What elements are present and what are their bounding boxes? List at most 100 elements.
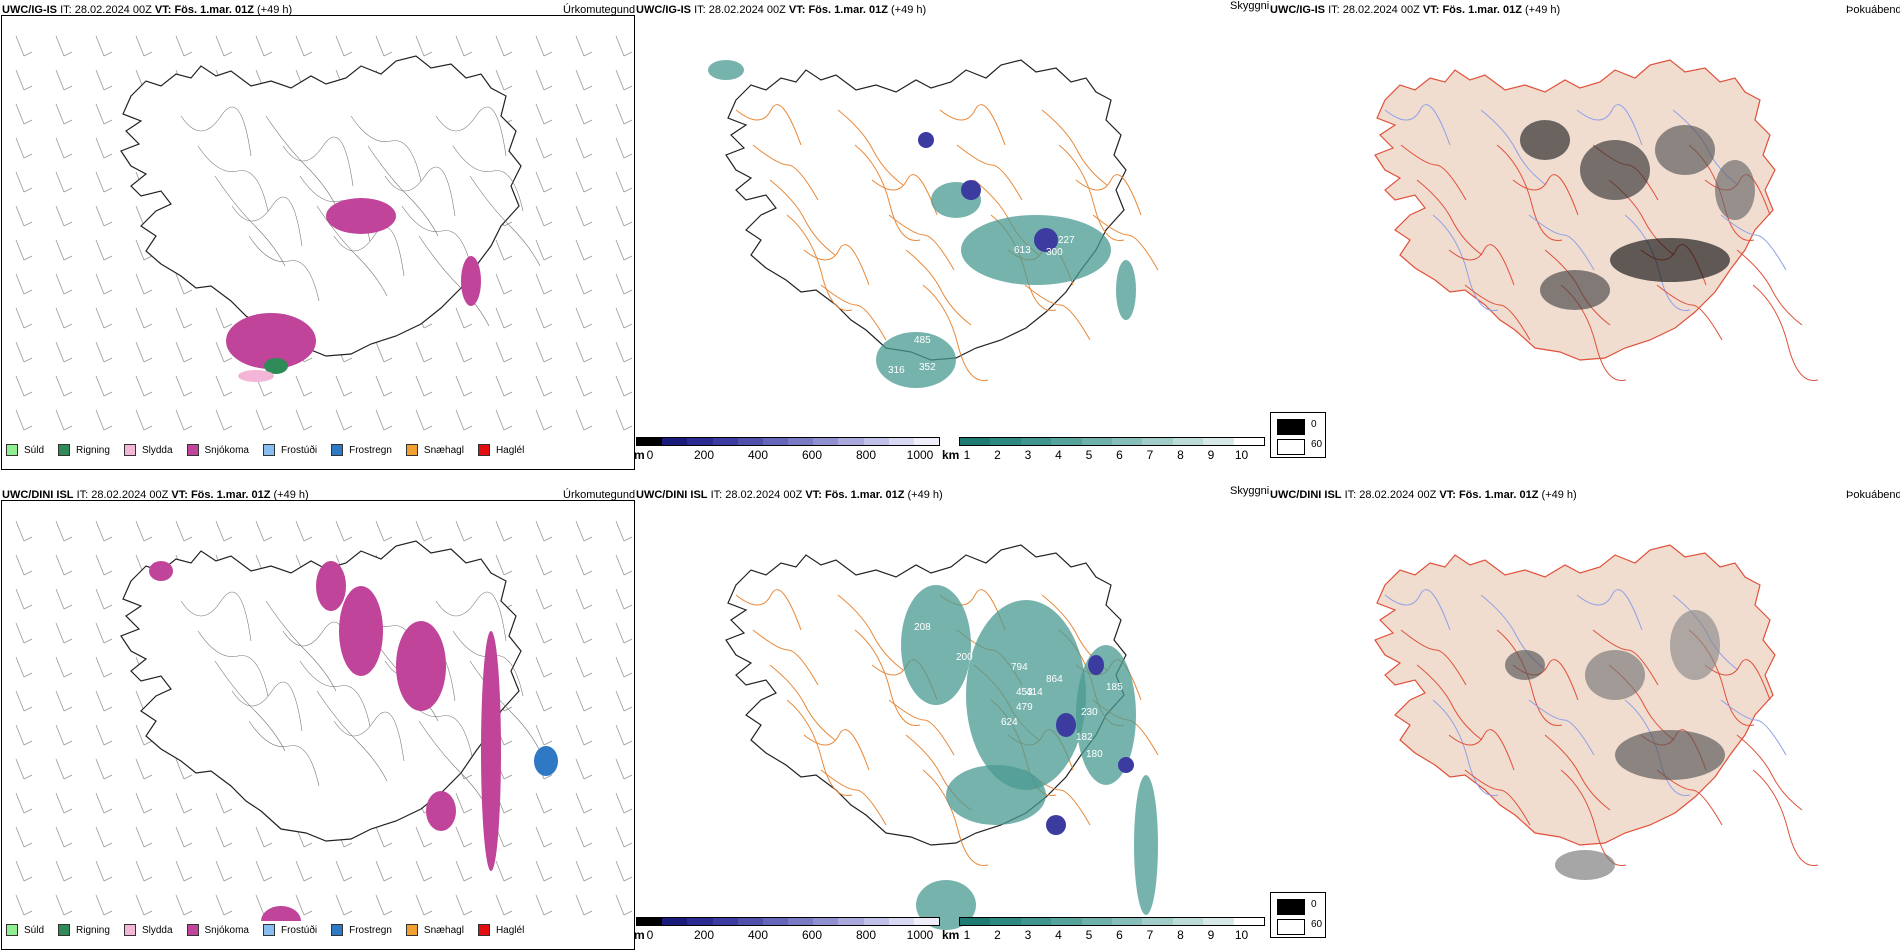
- road-line: [435, 591, 507, 642]
- river-line: [1528, 214, 1595, 271]
- visibility-value: 864: [1046, 674, 1063, 685]
- wind-barb: [495, 69, 513, 91]
- snow-area: [261, 906, 301, 921]
- wind-barb: [455, 409, 473, 431]
- road-line: [735, 104, 802, 146]
- visibility-tick: 6: [1116, 928, 1123, 942]
- road-line: [1058, 144, 1125, 242]
- wind-barb: [175, 409, 193, 431]
- visibility-tick: 1: [963, 928, 971, 942]
- road-line: [265, 600, 337, 692]
- road-line: [1448, 729, 1515, 771]
- fog-area: [1615, 730, 1725, 780]
- visibility-colorbar: [959, 917, 1265, 926]
- road-line: [922, 284, 989, 382]
- legend-item: Snjókoma: [186, 924, 249, 936]
- road-line: [752, 629, 819, 686]
- wind-barb: [15, 894, 33, 916]
- wind-barb: [535, 520, 553, 542]
- wind-barb: [615, 588, 633, 610]
- low-visibility-area: [1076, 645, 1136, 785]
- fog-area: [1655, 125, 1715, 175]
- wind-barb: [215, 35, 233, 57]
- visibility-tick: 10: [1234, 928, 1249, 942]
- wind-barb: [215, 826, 233, 848]
- road-line: [1656, 284, 1723, 341]
- wind-barb: [95, 554, 113, 576]
- legend-swatch: [58, 444, 71, 456]
- wind-barb: [15, 35, 33, 57]
- panel-title: UWC/IG-IS IT: 28.02.2024 00Z VT: Fös. 1.…: [636, 4, 926, 16]
- wind-barb: [55, 656, 73, 678]
- height-tick: 200: [693, 448, 715, 462]
- vt-value: Fös. 1.mar. 01Z: [174, 4, 254, 16]
- river-line: [1432, 699, 1499, 797]
- wind-barb: [535, 860, 553, 882]
- wind-barb: [535, 273, 553, 295]
- legend-item: Frostregn: [331, 444, 392, 456]
- wind-barb: [495, 860, 513, 882]
- wind-barb: [15, 520, 33, 542]
- road-line: [786, 214, 853, 312]
- wind-barb: [55, 103, 73, 125]
- wind-barb: [55, 341, 73, 363]
- road-line: [786, 699, 853, 797]
- visibility-value: 794: [1011, 662, 1028, 673]
- wind-barb: [335, 894, 353, 916]
- wind-barb: [615, 826, 633, 848]
- it-value: 28.02.2024 00Z: [74, 4, 152, 16]
- road-line: [820, 284, 887, 341]
- wind-barb: [575, 826, 593, 848]
- road-line: [922, 769, 989, 867]
- low-visibility-area: [876, 332, 956, 388]
- wind-barb: [535, 35, 553, 57]
- visibility-label: Skyggni: [1230, 0, 1270, 12]
- road-line: [401, 205, 473, 272]
- wind-barb: [535, 554, 553, 576]
- it-label: IT:: [76, 489, 89, 501]
- legend-item: Haglél: [477, 924, 524, 936]
- wind-barb: [15, 622, 33, 644]
- fog-label: Þokuábendi: [1846, 4, 1900, 16]
- panel-title: UWC/IG-IS IT: 28.02.2024 00Z VT: Fös. 1.…: [1270, 4, 1560, 16]
- wind-barb: [215, 307, 233, 329]
- fog-area: [1520, 120, 1570, 160]
- wind-barb: [575, 69, 593, 91]
- legend-label: Slydda: [141, 924, 173, 936]
- wind-barb: [535, 239, 553, 261]
- snow-area: [396, 621, 446, 711]
- iceland-outline: [725, 59, 1127, 361]
- fog-tick: 0: [1311, 419, 1317, 430]
- snow-area: [316, 561, 346, 611]
- wind-barb: [375, 894, 393, 916]
- wind-barb: [455, 792, 473, 814]
- wind-barb: [455, 375, 473, 397]
- it-value: 28.02.2024 00Z: [1342, 4, 1420, 16]
- road-line: [888, 214, 955, 271]
- wind-barb: [535, 375, 553, 397]
- road-line: [1736, 249, 1803, 326]
- wind-barb: [615, 622, 633, 644]
- wind-barb: [215, 341, 233, 363]
- legend-item: Frostregn: [331, 924, 392, 936]
- wind-barb: [335, 375, 353, 397]
- legend-swatch: [262, 444, 275, 456]
- wind-barb: [55, 622, 73, 644]
- wind-barb: [255, 520, 273, 542]
- road-line: [939, 104, 1006, 146]
- wind-barb: [615, 69, 633, 91]
- wind-barb: [15, 758, 33, 780]
- wind-barb: [615, 690, 633, 712]
- wind-barb: [215, 792, 233, 814]
- river-line: [1384, 104, 1451, 146]
- visibility-tick: 7: [1146, 928, 1154, 942]
- visibility-value: 479: [1016, 702, 1033, 713]
- vt-value: Fös. 1.mar. 01Z: [808, 4, 888, 16]
- wind-barb: [135, 792, 153, 814]
- wind-barb: [575, 894, 593, 916]
- road-line: [1024, 284, 1091, 341]
- low-visibility-area: [708, 60, 744, 80]
- wind-barb: [55, 239, 73, 261]
- visibility-value: 453: [1016, 687, 1033, 698]
- wind-barb: [455, 894, 473, 916]
